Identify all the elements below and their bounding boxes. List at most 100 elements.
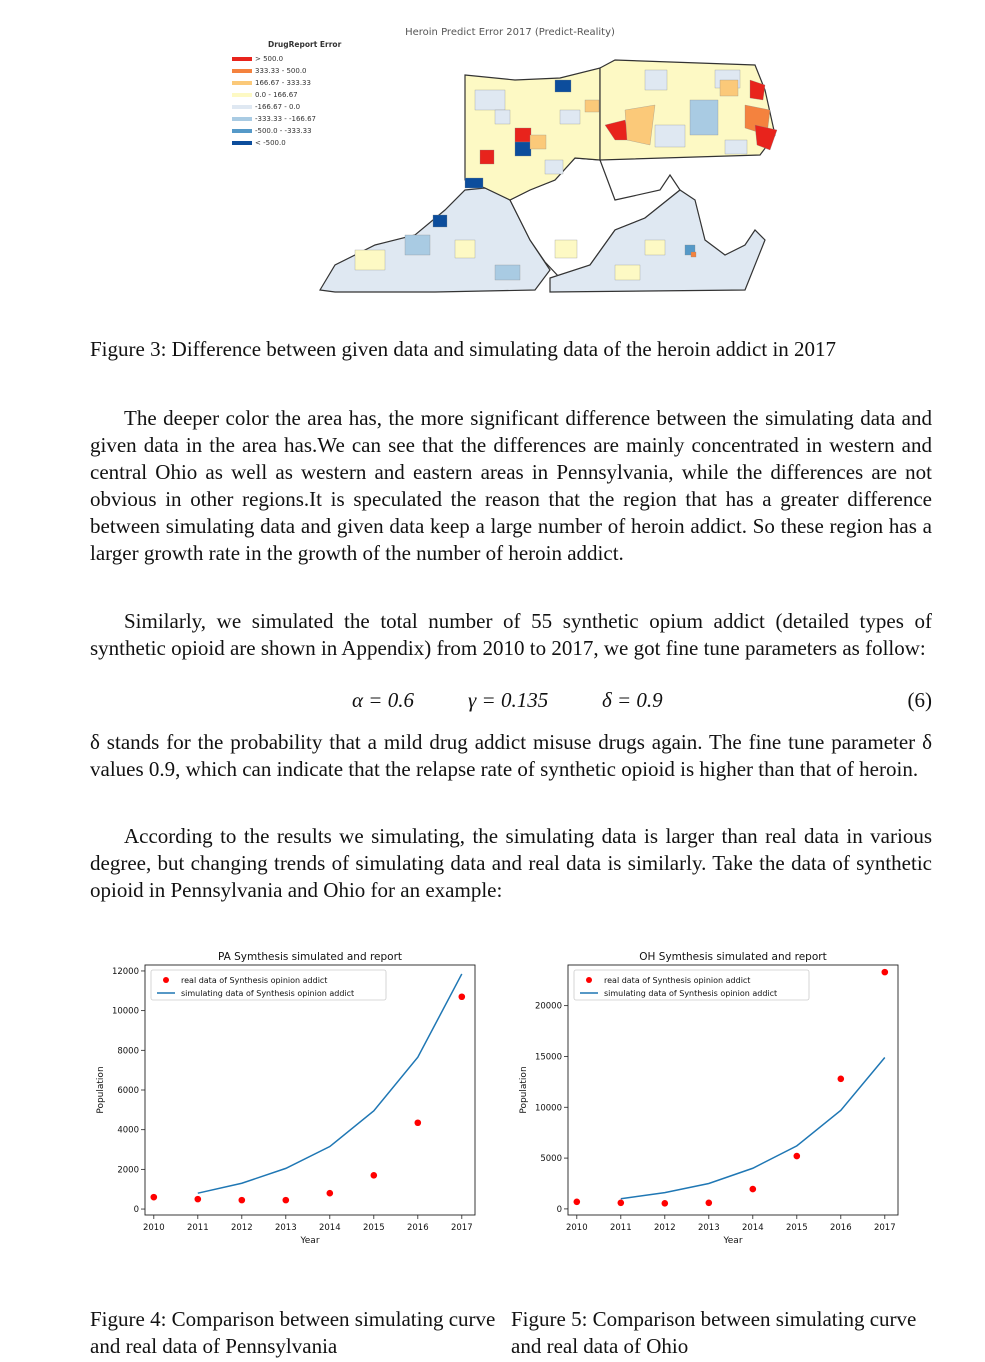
real-data-point [617,1199,625,1207]
legend-entry: < -500.0 [232,137,362,149]
x-tick-label: 2017 [451,1223,473,1233]
y-tick-label: 5000 [540,1154,562,1164]
paragraph-simulation: Similarly, we simulated the total number… [90,608,932,662]
x-tick-label: 2015 [786,1223,808,1233]
legend-dot-marker [163,977,169,983]
figure-3-caption: Figure 3: Difference between given data … [90,337,837,361]
x-tick-label: 2010 [143,1223,165,1233]
y-tick-label: 10000 [112,1007,139,1017]
y-tick-label: 20000 [535,1002,562,1012]
legend-label: > 500.0 [255,55,284,63]
y-tick-label: 0 [557,1205,562,1215]
real-data-point [837,1075,845,1083]
x-tick-label: 2013 [698,1223,720,1233]
legend-label: 166.67 - 333.33 [255,79,311,87]
legend-label: -500.0 - -333.33 [255,127,312,135]
simulated-series-line [620,1056,886,1200]
x-tick-label: 2017 [874,1223,896,1233]
real-data-point [414,1119,422,1127]
y-tick-label: 12000 [112,967,139,977]
y-tick-label: 15000 [535,1052,562,1062]
chart-legend-label: simulating data of Synthesis opinion add… [604,989,777,998]
figure-5-caption: Figure 5: Comparison between simulating … [511,1307,917,1358]
plot-frame [567,964,899,1216]
real-data-point [705,1199,713,1207]
legend-entry: -500.0 - -333.33 [232,125,362,137]
figure-4-caption: Figure 4: Comparison between simulating … [90,1307,496,1358]
legend-swatch [232,81,252,85]
real-data-point [150,1193,158,1201]
y-axis-label: Population [96,1066,106,1113]
legend-label: 0.0 - 166.67 [255,91,298,99]
x-tick-label: 2012 [654,1223,676,1233]
chart-legend-label: real data of Synthesis opinion addict [604,976,750,985]
legend-label: 333.33 - 500.0 [255,67,307,75]
legend-label: < -500.0 [255,139,286,147]
equation-delta: δ = 0.9 [602,688,663,712]
simulated-series-line [197,973,463,1194]
paragraph-text: δ stands for the probability that a mild… [90,730,932,781]
legend-swatch [232,93,252,97]
equation-alpha: α = 0.6 [352,688,414,712]
real-data-point [793,1152,801,1160]
legend-swatch [232,141,252,145]
x-tick-label: 2012 [231,1223,253,1233]
legend-dot-marker [586,977,592,983]
map-counties [354,69,778,281]
real-data-point [881,968,889,976]
county-map [319,59,778,293]
y-tick-label: 6000 [117,1086,139,1096]
paragraph-results: According to the results we simulating, … [90,823,932,904]
legend-entry: 333.33 - 500.0 [232,65,362,77]
legend-swatch [232,57,252,61]
legend-entry: 0.0 - 166.67 [232,89,362,101]
equation-number: (6) [907,688,933,712]
legend-entry: > 500.0 [232,53,362,65]
x-tick-label: 2014 [742,1223,764,1233]
plot-frame [144,964,476,1216]
real-data-point [573,1198,581,1206]
legend-swatch [232,129,252,133]
x-tick-label: 2011 [610,1223,632,1233]
x-tick-label: 2010 [566,1223,588,1233]
paragraph-text: According to the results we simulating, … [90,824,932,902]
x-tick-label: 2016 [407,1223,429,1233]
legend-swatch [232,69,252,73]
paragraph-text: The deeper color the area has, the more … [90,406,932,565]
real-data-point [458,993,466,1001]
chart-title: OH Symthesis simulated and report [639,951,826,963]
x-tick-label: 2014 [319,1223,341,1233]
real-data-point [282,1196,290,1204]
chart-legend-label: real data of Synthesis opinion addict [181,976,327,985]
paragraph-text: Similarly, we simulated the total number… [90,609,932,660]
chart-legend-label: simulating data of Synthesis opinion add… [181,989,354,998]
paragraph-map-discussion: The deeper color the area has, the more … [90,405,932,567]
y-tick-label: 8000 [117,1046,139,1056]
real-data-point [370,1172,378,1179]
y-tick-label: 2000 [117,1165,139,1175]
x-tick-label: 2013 [275,1223,297,1233]
legend-entry: -166.67 - 0.0 [232,101,362,113]
legend-swatch [232,105,252,109]
real-data-point [661,1200,669,1207]
legend-label: -166.67 - 0.0 [255,103,301,111]
y-tick-label: 4000 [117,1126,139,1136]
real-data-point [326,1189,334,1197]
equation-6: α = 0.6 γ = 0.135 δ = 0.9 (6) [90,688,932,715]
real-data-point [238,1196,246,1204]
equation-gamma: γ = 0.135 [468,688,549,712]
legend-swatch [232,117,252,121]
map-legend-title: DrugReport Error [268,40,342,49]
x-tick-label: 2015 [363,1223,385,1233]
y-tick-label: 10000 [535,1103,562,1113]
chart-oh: OH Symthesis simulated and report 2010 201… [519,951,899,1246]
legend-label: -333.33 - -166.67 [255,115,317,123]
x-tick-label: 2016 [830,1223,852,1233]
real-data-point [749,1185,757,1193]
chart-legend-box [150,969,387,1001]
chart-pa: PA Symthesis simulated and report 2010 201… [96,951,476,1246]
x-tick-label: 2011 [187,1223,209,1233]
map-title: Heroin Predict Error 2017 (Predict-Reali… [405,27,615,38]
y-axis-label: Population [519,1066,529,1113]
real-data-point [194,1195,202,1203]
